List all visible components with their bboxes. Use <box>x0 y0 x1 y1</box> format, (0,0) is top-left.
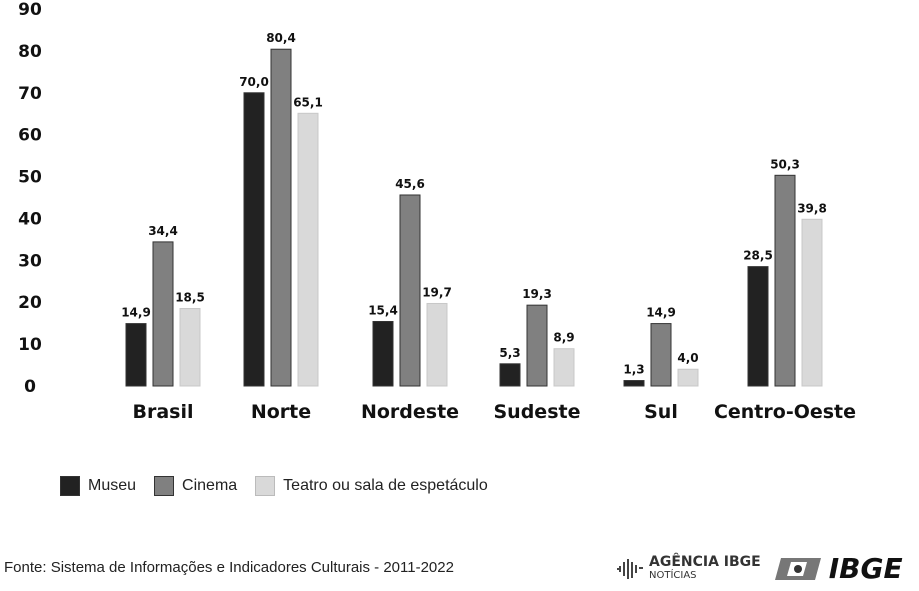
legend-item-museu: Museu <box>60 476 136 496</box>
legend-swatch <box>60 476 80 496</box>
logos: AGÊNCIA IBGE NOTÍCIAS IBGE <box>617 552 903 585</box>
data-label: 14,9 <box>646 306 676 320</box>
legend-swatch <box>154 476 175 496</box>
bar <box>526 304 548 387</box>
x-category-label: Brasil <box>132 401 193 423</box>
data-label: 18,5 <box>175 291 205 305</box>
bar <box>774 174 796 387</box>
data-label: 19,3 <box>522 287 552 301</box>
data-label: 4,0 <box>677 351 698 365</box>
legend-label: Teatro ou sala de espetáculo <box>283 477 488 494</box>
bar <box>372 320 394 387</box>
bar <box>270 48 292 387</box>
legend-label: Cinema <box>182 477 238 494</box>
ibge-logo-icon <box>774 557 821 580</box>
bar <box>677 368 699 387</box>
data-label: 34,4 <box>148 224 178 238</box>
bar <box>747 266 769 387</box>
x-category-label: Sul <box>644 401 678 423</box>
y-tick-label: 70 <box>18 84 42 104</box>
legend: Museu Cinema Teatro ou sala de espetácul… <box>60 476 506 496</box>
legend-swatch <box>255 476 276 496</box>
x-category-label: Norte <box>251 401 311 423</box>
bar <box>623 380 645 387</box>
source-note: Fonte: Sistema de Informações e Indicado… <box>4 559 454 576</box>
y-tick-label: 30 <box>18 251 42 271</box>
legend-item-teatro: Teatro ou sala de espetáculo <box>255 476 488 496</box>
bar <box>125 323 147 387</box>
y-tick-label: 10 <box>18 335 42 355</box>
y-tick-label: 90 <box>18 0 42 20</box>
agencia-ibge-logo: AGÊNCIA IBGE NOTÍCIAS <box>649 553 761 581</box>
data-label: 14,9 <box>121 306 151 320</box>
data-label: 50,3 <box>770 157 800 171</box>
y-tick-label: 40 <box>18 209 42 229</box>
bar <box>426 302 448 387</box>
x-category-label: Nordeste <box>361 401 459 423</box>
y-tick-label: 20 <box>18 293 42 313</box>
data-label: 8,9 <box>553 331 574 345</box>
bar-chart: 0 10 20 30 40 50 60 70 80 90 Brasil 14,9 34,4 18,5 Nor… <box>18 0 856 423</box>
data-label: 39,8 <box>797 201 827 215</box>
bar <box>499 363 521 387</box>
data-label: 1,3 <box>623 363 644 377</box>
data-label: 19,7 <box>422 285 452 299</box>
legend-item-cinema: Cinema <box>154 476 237 496</box>
x-category-label: Sudeste <box>494 401 581 423</box>
ibge-logo: IBGE <box>828 552 903 585</box>
data-label: 80,4 <box>266 31 296 45</box>
y-tick-label: 0 <box>24 377 36 397</box>
bar <box>179 308 201 387</box>
bar <box>152 241 174 387</box>
bar <box>650 323 672 387</box>
y-tick-label: 50 <box>18 168 42 188</box>
data-label: 45,6 <box>395 177 425 191</box>
data-label: 5,3 <box>499 346 520 360</box>
bar <box>399 194 421 387</box>
bar <box>553 348 575 387</box>
x-category-label: Centro-Oeste <box>714 401 856 423</box>
y-tick-label: 60 <box>18 126 42 146</box>
data-label: 15,4 <box>368 303 398 317</box>
bar <box>297 112 319 387</box>
data-label: 70,0 <box>239 75 269 89</box>
agencia-ibge-logo-icon <box>617 558 643 579</box>
y-tick-label: 80 <box>18 42 42 62</box>
bar <box>801 218 823 387</box>
data-label: 28,5 <box>743 249 773 263</box>
legend-label: Museu <box>88 477 137 494</box>
data-label: 65,1 <box>293 95 323 109</box>
bar <box>243 92 265 387</box>
